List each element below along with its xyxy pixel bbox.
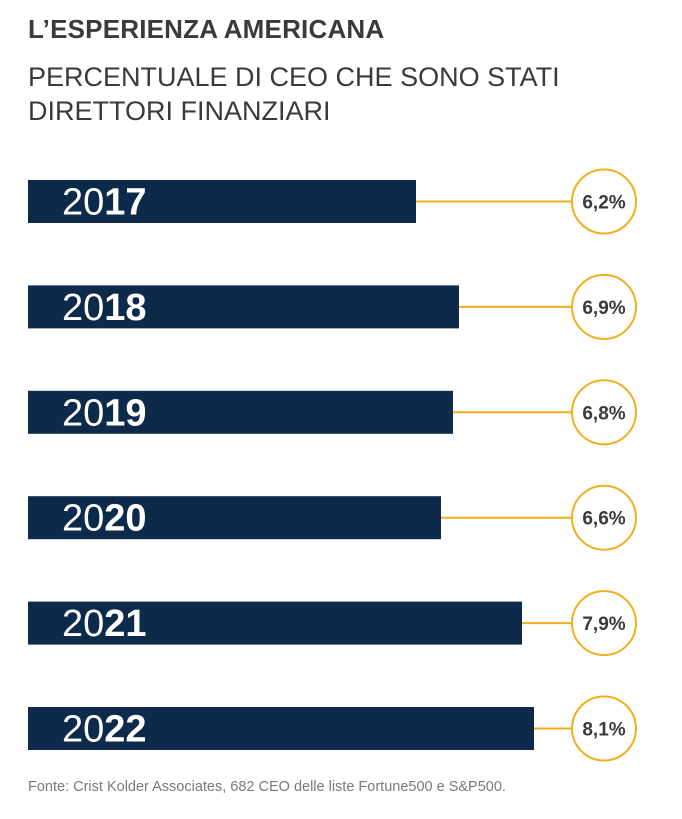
value-label: 7,9% [582,614,625,635]
year-label: 2021 [62,603,147,645]
value-circle [571,695,637,762]
value-circle [571,379,637,446]
bar-2019 [28,390,453,434]
value-label: 6,8% [582,403,625,424]
year-label: 2017 [62,182,147,224]
year-label: 2022 [62,709,147,751]
bar-2020 [28,496,441,540]
value-label: 6,9% [582,298,625,319]
value-label: 8,1% [582,720,625,741]
value-circle [571,590,637,657]
subtitle-line-1: PERCENTUALE DI CEO CHE SONO STATI [28,62,560,92]
value-label: 6,2% [582,193,625,214]
value-circle [571,484,637,551]
bar-2017 [28,180,416,223]
year-label: 2019 [62,392,147,434]
value-circle [571,168,637,235]
year-label: 2018 [62,287,147,329]
subtitle-line-2: DIRETTORI FINANZIARI [28,96,331,126]
value-circle [571,273,637,340]
year-label: 2020 [62,498,147,540]
bar-2018 [28,285,459,329]
bar-2021 [28,601,522,645]
value-label: 6,6% [582,509,625,530]
chart-title: L’ESPERIENZA AMERICANA [28,14,385,44]
chart-subtitle: PERCENTUALE DI CEO CHE SONO STATI DIRETT… [28,60,648,128]
source-note: Fonte: Crist Kolder Associates, 682 CEO … [28,779,506,795]
bar-2022 [28,707,534,750]
